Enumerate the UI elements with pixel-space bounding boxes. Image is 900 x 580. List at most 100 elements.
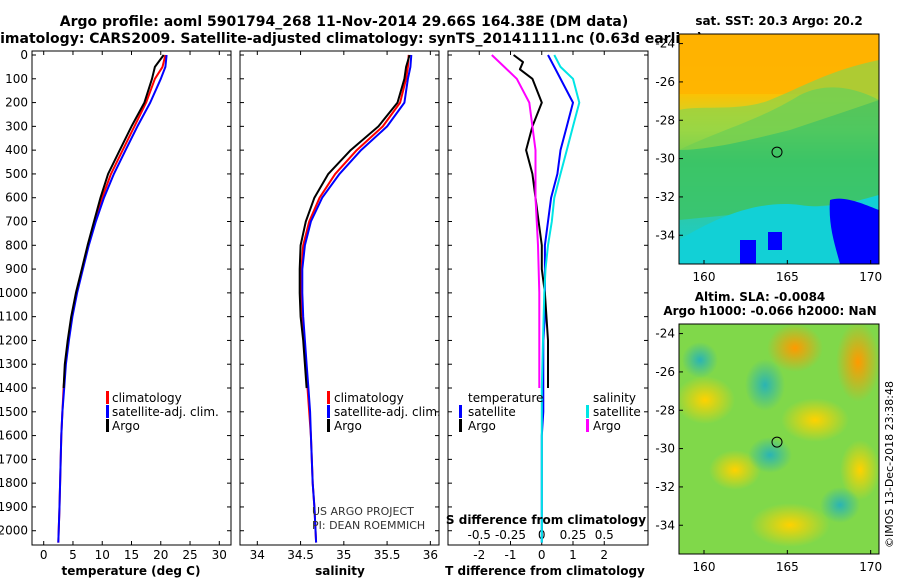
map-y-tick-label: -24 — [655, 37, 675, 51]
legend-temp-satellite-swatch — [459, 405, 462, 418]
depth-tick-label: 0 — [20, 48, 28, 62]
depth-tick-label: 600 — [5, 191, 28, 205]
series-line-salinity-argo — [491, 54, 541, 388]
legend-argo-label: Argo — [334, 419, 362, 433]
legend-argo-swatch — [327, 419, 330, 432]
map-y-tick-label: -34 — [655, 518, 675, 532]
depth-tick-label: 1900 — [0, 500, 28, 514]
sla-map-frame — [678, 323, 880, 555]
map-x-tick-label: 160 — [693, 270, 716, 284]
sst-map: sat. SST: 20.3 Argo: 20.2 160 165 170 -24 -2… — [655, 14, 882, 284]
x-tick-label: -2 — [473, 548, 485, 562]
difference-legend: temperature satellite Argo salinity sate… — [459, 391, 641, 433]
legend-sal-satellite-swatch — [586, 405, 589, 418]
depth-tick-label: 1100 — [0, 310, 28, 324]
sla-high — [750, 503, 830, 547]
x-tick-label: 35 — [336, 548, 351, 562]
sla-low — [820, 487, 860, 523]
sla-map-title-line2: Argo h1000: -0.066 h2000: NaN — [663, 304, 876, 318]
depth-tick-label: 2000 — [0, 524, 28, 538]
legend-satellite-swatch — [106, 405, 109, 418]
x-tick-label: 0 — [40, 548, 48, 562]
series-line-temperature-satellite — [540, 54, 574, 543]
map-y-tick-label: -34 — [655, 228, 675, 242]
series-line-argo — [298, 54, 411, 389]
depth-tick-label: 1700 — [0, 452, 28, 466]
map-y-tick-label: -30 — [655, 442, 675, 456]
watermark-pi: PI: DEAN ROEMMICH — [312, 519, 425, 532]
legend-climatology-label: climatology — [112, 391, 182, 405]
depth-tick-label: 100 — [5, 72, 28, 86]
sla-low — [748, 437, 792, 473]
depth-tick-label: 1800 — [0, 476, 28, 490]
legend-temp-satellite-label: satellite — [468, 405, 516, 419]
sla-high — [709, 450, 761, 490]
depth-tick-label: 1500 — [0, 405, 28, 419]
main-title: Argo profile: aoml 5901794_268 11-Nov-20… — [60, 14, 629, 30]
sla-high — [679, 376, 735, 424]
legend-temp-argo-label: Argo — [468, 419, 496, 433]
x-tick-label: 35.5 — [374, 548, 401, 562]
sst-map-frame — [678, 33, 880, 265]
sst-cyan-south — [679, 195, 879, 264]
legend-salinity-heading: salinity — [593, 391, 636, 405]
series-line-climatology — [300, 54, 410, 543]
sst-green-tongue — [679, 87, 879, 220]
x2-tick-label: 0.25 — [560, 528, 587, 542]
main-subtitle: Climatology: CARS2009. Satellite-adjuste… — [0, 31, 703, 47]
depth-tick-label: 400 — [5, 143, 28, 157]
salinity-legend: climatology satellite-adj. clim. Argo — [327, 391, 441, 433]
sst-mid-green — [679, 60, 879, 150]
series-line-satellite-adj-clim- — [57, 54, 168, 543]
x-tick-label: 34 — [250, 548, 265, 562]
legend-climatology-label: climatology — [334, 391, 404, 405]
depth-tick-label: 300 — [5, 119, 28, 133]
temperature-legend: climatology satellite-adj. clim. Argo — [106, 391, 219, 433]
salinity-panel-frame — [239, 50, 440, 546]
depth-tick-label: 1000 — [0, 286, 28, 300]
depth-tick-label: 1200 — [0, 333, 28, 347]
difference-profile-chart: -2 -1 0 1 2-0.5 -0.25 0 0.25 0.5 — [468, 51, 614, 562]
temperature-axis-label: temperature (deg C) — [62, 564, 201, 578]
depth-tick-label: 200 — [5, 96, 28, 110]
sla-argo-position-marker — [771, 436, 783, 448]
legend-argo-swatch — [106, 419, 109, 432]
legend-satellite-label: satellite-adj. clim. — [334, 405, 441, 419]
salinity-profile-chart: 34 34.5 35 35.5 36 — [250, 51, 438, 562]
x-tick-label: 30 — [212, 548, 227, 562]
sla-axes: 160 165 170 -24 -26 -28 -30 -32 -34 — [655, 327, 882, 574]
legend-climatology-swatch — [106, 391, 109, 404]
depth-tick-label: 500 — [5, 167, 28, 181]
temperature-profile-chart: 0 5 10 15 20 25 30 — [40, 51, 227, 562]
sla-low — [745, 359, 785, 411]
imos-stamp: ©IMOS 13-Dec-2018 23:38:48 — [883, 381, 896, 548]
sst-argo-position-marker — [771, 146, 783, 158]
x-tick-label: 10 — [95, 548, 110, 562]
x-tick-label: 36 — [423, 548, 438, 562]
map-y-tick-label: -24 — [655, 327, 675, 341]
map-y-tick-label: -28 — [655, 403, 675, 417]
sla-map-title-line1: Altim. SLA: -0.0084 — [695, 290, 826, 304]
series-line-argo — [62, 54, 165, 389]
sla-high — [767, 324, 823, 372]
map-y-tick-label: -26 — [655, 365, 675, 379]
salinity-axis-label: salinity — [315, 564, 365, 578]
depth-axis: 0 100 200 300 400 500 600 700 800 900 1000 1100 1200… — [0, 48, 648, 538]
x-tick-label: 25 — [182, 548, 197, 562]
map-x-tick-label: 170 — [859, 270, 882, 284]
map-y-tick-label: -32 — [655, 190, 675, 204]
x-tick-label: 15 — [124, 548, 139, 562]
x-tick-label: 0 — [538, 548, 546, 562]
x-tick-label: 1 — [569, 548, 577, 562]
map-x-tick-label: 165 — [776, 560, 799, 574]
legend-temperature-heading: temperature — [468, 391, 543, 405]
depth-tick-label: 1600 — [0, 429, 28, 443]
sla-high — [840, 440, 879, 500]
sst-deep-blue — [829, 198, 879, 264]
map-x-tick-label: 165 — [776, 270, 799, 284]
t-difference-axis-label: T difference from climatology — [445, 564, 645, 578]
legend-satellite-swatch — [327, 405, 330, 418]
sst-blue-patch — [740, 240, 756, 264]
map-x-tick-label: 170 — [859, 560, 882, 574]
